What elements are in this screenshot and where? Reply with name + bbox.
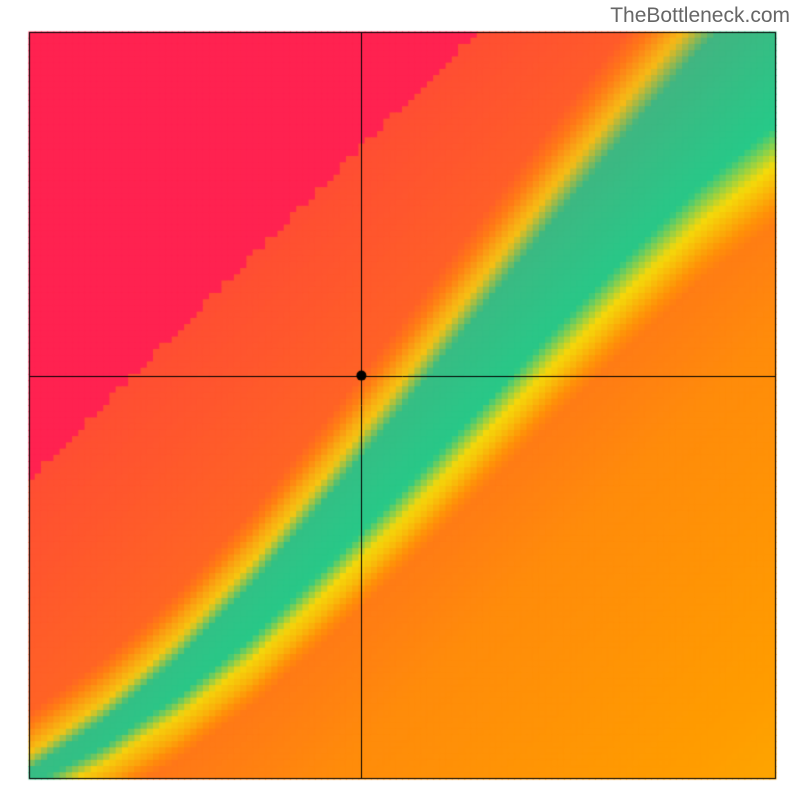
watermark-text: TheBottleneck.com bbox=[610, 4, 790, 28]
figure-container: TheBottleneck.com bbox=[0, 0, 800, 800]
bottleneck-heatmap bbox=[0, 0, 800, 800]
